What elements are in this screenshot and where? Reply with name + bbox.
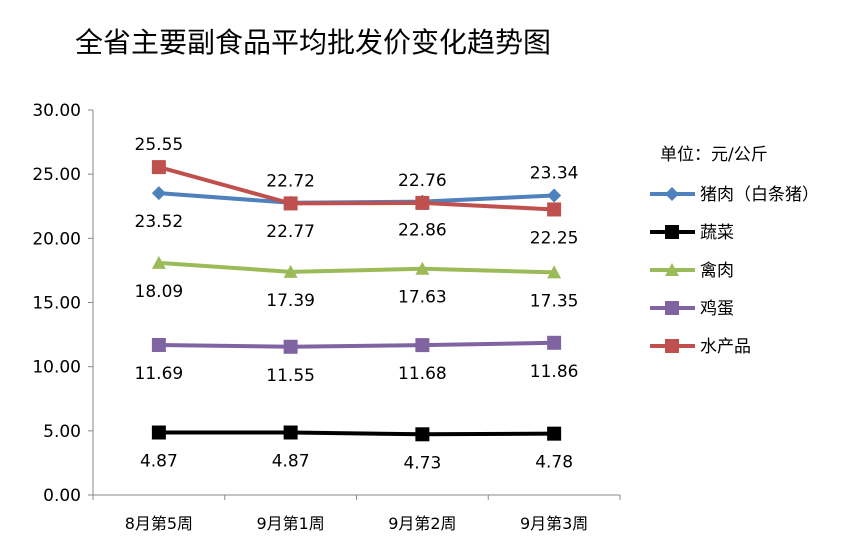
legend-marker (665, 225, 679, 239)
data-label: 4.73 (403, 453, 441, 473)
legend-marker (665, 263, 679, 276)
x-tick-label: 9月第2周 (388, 514, 456, 533)
data-label: 17.39 (266, 291, 315, 311)
data-label: 22.77 (266, 222, 315, 242)
series-line (158, 165, 555, 212)
data-point (547, 188, 562, 203)
data-label: 22.76 (398, 171, 447, 191)
y-tick-label: 20.00 (32, 229, 81, 249)
data-point (283, 196, 298, 211)
legend-item: 猪肉（白条猪） (650, 185, 819, 205)
legend-label: 猪肉（白条猪） (700, 185, 819, 205)
data-point (151, 186, 166, 201)
series-line (158, 340, 555, 349)
data-point (547, 335, 562, 350)
data-point (151, 337, 166, 352)
x-tick-label: 9月第3周 (520, 514, 588, 533)
data-label: 11.68 (398, 364, 447, 384)
data-point (151, 255, 166, 269)
legend-marker (665, 301, 679, 315)
legend-item: 水产品 (650, 337, 751, 357)
data-label: 17.35 (530, 291, 579, 311)
series-禽肉: 18.09 17.39 17.63 17.35 (135, 255, 579, 311)
y-tick-label: 15.00 (32, 294, 81, 314)
data-point (283, 425, 298, 440)
data-label: 22.86 (398, 221, 447, 241)
legend-item: 禽肉 (650, 261, 734, 281)
data-label: 25.55 (135, 135, 184, 155)
data-label: 11.55 (266, 366, 315, 386)
series-鸡蛋: 11.69 11.55 11.68 11.86 (135, 335, 579, 386)
series-水产品: 25.55 22.72 22.76 22.25 (135, 135, 579, 248)
data-label: 11.69 (135, 364, 184, 384)
legend-marker (665, 339, 679, 353)
legend-item: 鸡蛋 (650, 299, 734, 319)
data-label: 18.09 (135, 282, 184, 302)
y-tick-label: 10.00 (32, 358, 81, 378)
series-line (158, 430, 555, 437)
series-line (158, 260, 555, 275)
data-point (415, 195, 430, 210)
y-tick-label: 30.00 (32, 101, 81, 121)
legend-marker (665, 187, 679, 201)
unit-label: 单位：元/公斤 (660, 145, 768, 165)
series-蔬菜: 4.87 4.87 4.73 4.78 (140, 425, 573, 473)
data-point (547, 426, 562, 441)
data-point (415, 261, 430, 275)
legend-label: 鸡蛋 (700, 299, 734, 319)
y-tick-label: 0.00 (43, 486, 81, 506)
data-label: 22.25 (530, 228, 579, 248)
data-point (547, 265, 562, 279)
data-point (151, 425, 166, 440)
legend-label: 禽肉 (700, 261, 734, 281)
chart-title: 全省主要副食品平均批发价变化趋势图 (75, 26, 551, 59)
legend-label: 蔬菜 (700, 223, 734, 243)
data-label: 4.87 (140, 452, 178, 472)
data-label: 4.87 (272, 452, 310, 472)
data-point (547, 202, 562, 217)
data-label: 4.78 (535, 453, 573, 473)
data-point (283, 339, 298, 354)
legend-label: 水产品 (700, 337, 751, 357)
data-label: 23.52 (135, 212, 184, 232)
data-label: 23.34 (530, 163, 579, 183)
x-tick-label: 8月第5周 (125, 514, 193, 533)
data-point (283, 264, 298, 278)
legend-item: 蔬菜 (650, 223, 734, 243)
data-label: 22.72 (266, 171, 315, 191)
y-tick-label: 25.00 (32, 165, 81, 185)
data-point (415, 427, 430, 442)
data-point (151, 160, 166, 175)
data-label: 11.86 (530, 362, 579, 382)
y-tick-label: 5.00 (43, 422, 81, 442)
data-label: 17.63 (398, 288, 447, 308)
x-tick-label: 9月第1周 (256, 514, 324, 533)
data-point (415, 338, 430, 353)
